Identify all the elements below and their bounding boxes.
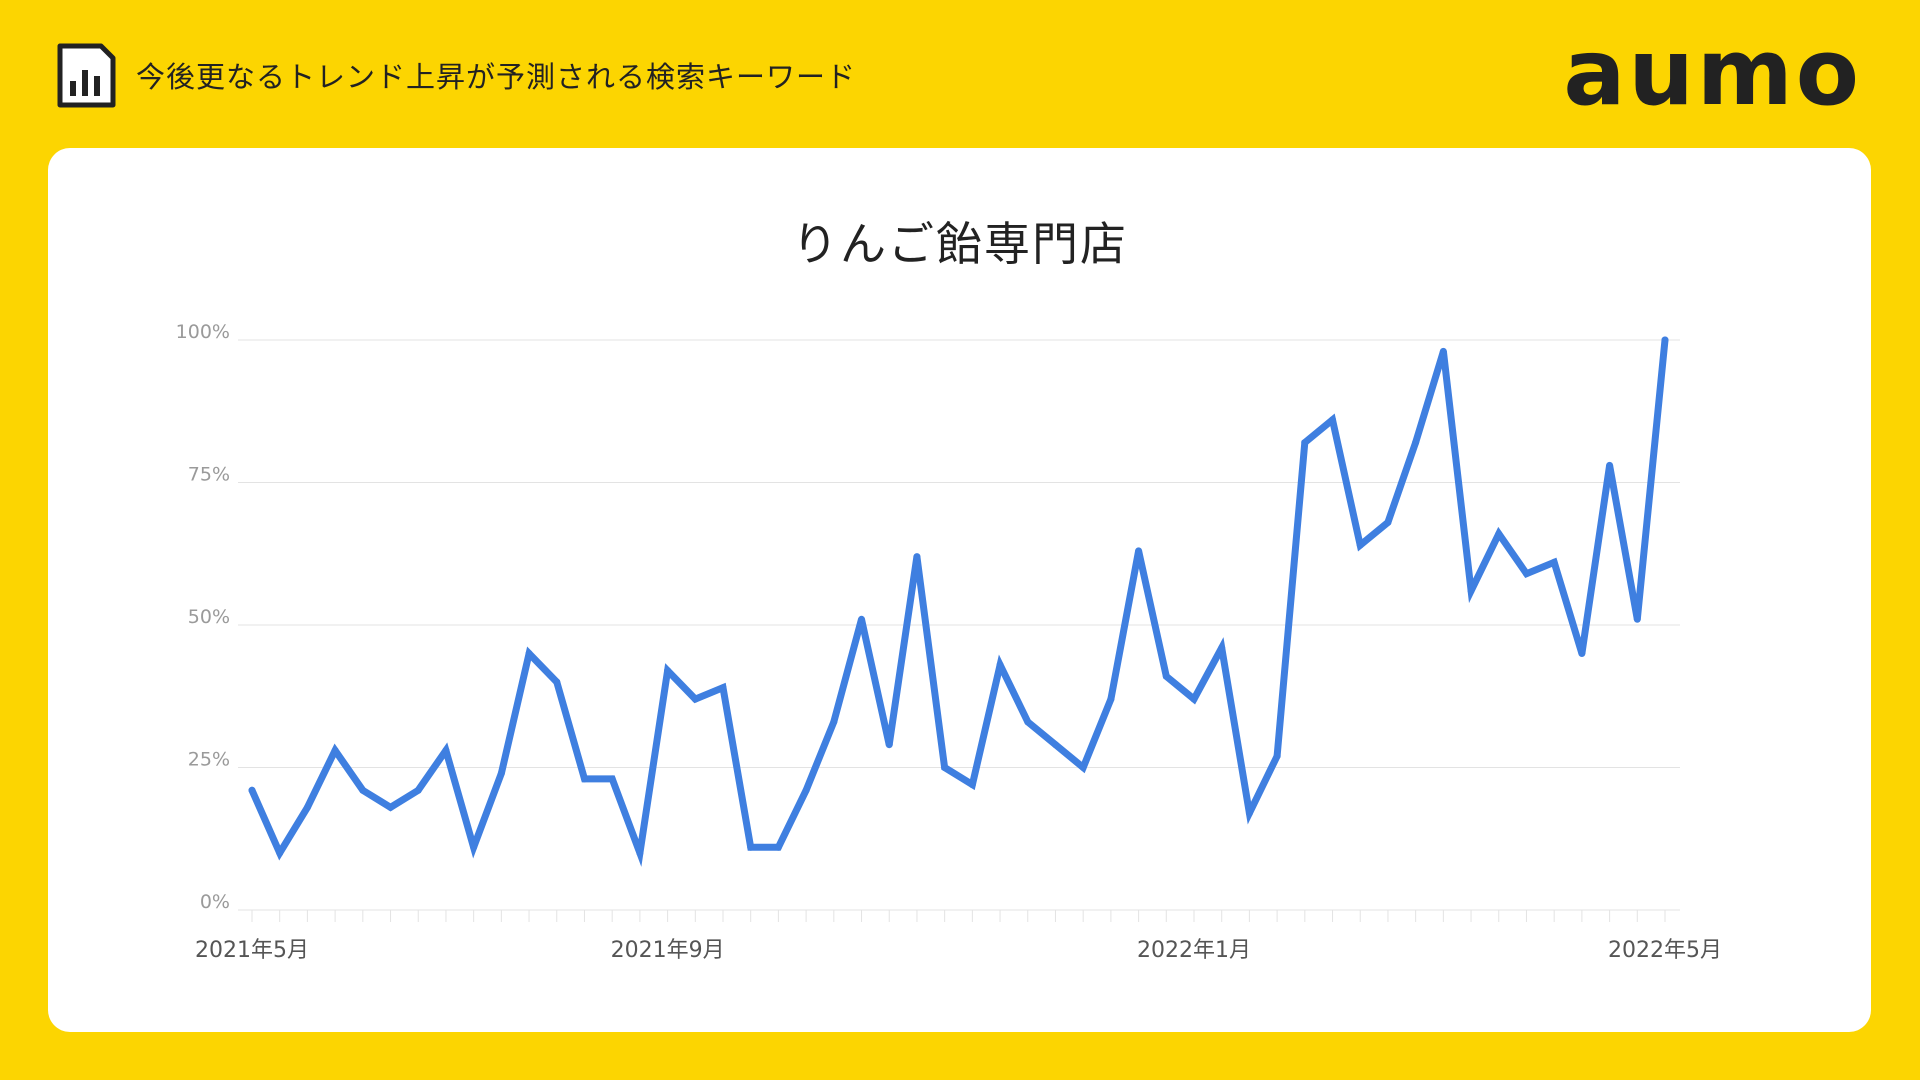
data-point	[414, 786, 422, 794]
data-point	[1412, 439, 1420, 447]
data-point	[802, 786, 810, 794]
y-tick-label: 25%	[188, 749, 230, 771]
data-point	[553, 678, 561, 686]
x-tick-label: 2022年5月	[1608, 938, 1722, 963]
data-point	[968, 781, 976, 789]
data-point	[1467, 587, 1475, 595]
data-point	[913, 553, 921, 561]
y-tick-label: 0%	[200, 891, 230, 913]
data-point	[442, 746, 450, 754]
chart-title: りんご飴専門店	[792, 217, 1128, 271]
data-point	[1384, 518, 1392, 526]
data-point	[1079, 764, 1087, 771]
data-point	[387, 803, 395, 811]
data-point	[497, 769, 505, 777]
data-point	[830, 718, 838, 726]
data-point	[636, 849, 644, 857]
data-point	[1162, 672, 1170, 680]
x-tick-label: 2021年5月	[195, 938, 309, 963]
data-point	[1633, 615, 1641, 623]
chart-card	[48, 148, 1871, 1032]
data-point	[303, 803, 311, 811]
data-point	[1051, 741, 1059, 749]
x-tick-label: 2021年9月	[611, 938, 725, 963]
data-point	[470, 843, 478, 851]
data-point	[1218, 644, 1226, 652]
page-title: 今後更なるトレンド上昇が予測される検索キーワード	[136, 60, 857, 94]
data-point	[1606, 461, 1614, 469]
aumo-logo: aumo	[1563, 19, 1862, 126]
data-point	[1301, 439, 1309, 447]
data-point	[359, 786, 367, 794]
data-point	[691, 695, 699, 703]
data-point	[941, 764, 949, 771]
data-point	[331, 746, 339, 754]
data-point	[1024, 718, 1032, 726]
x-tick-label: 2022年1月	[1137, 938, 1251, 963]
data-point	[1135, 547, 1143, 555]
data-point	[580, 775, 588, 783]
data-point	[774, 843, 782, 851]
data-point	[608, 775, 616, 783]
data-point	[1273, 752, 1281, 760]
data-point	[1439, 347, 1447, 355]
data-point	[885, 741, 893, 749]
data-point	[1329, 416, 1337, 424]
data-point	[276, 849, 284, 857]
bar-chart-document-icon	[57, 43, 116, 108]
data-point	[525, 650, 533, 657]
data-point	[1107, 695, 1115, 703]
data-point	[1578, 650, 1586, 657]
y-tick-label: 50%	[188, 606, 230, 628]
data-point	[1356, 541, 1364, 549]
y-tick-label: 100%	[176, 321, 230, 343]
data-point	[1661, 336, 1669, 344]
data-point	[858, 615, 866, 623]
data-point	[747, 843, 755, 851]
series-line	[248, 336, 1669, 867]
data-point	[664, 667, 672, 675]
data-point	[1190, 695, 1198, 703]
data-point	[1522, 570, 1530, 578]
data-point	[719, 684, 727, 692]
y-tick-label: 75%	[188, 464, 230, 486]
data-point	[1245, 809, 1253, 817]
data-point	[1495, 530, 1503, 538]
data-point	[1550, 558, 1558, 566]
data-point	[248, 786, 256, 794]
data-point	[996, 661, 1004, 669]
